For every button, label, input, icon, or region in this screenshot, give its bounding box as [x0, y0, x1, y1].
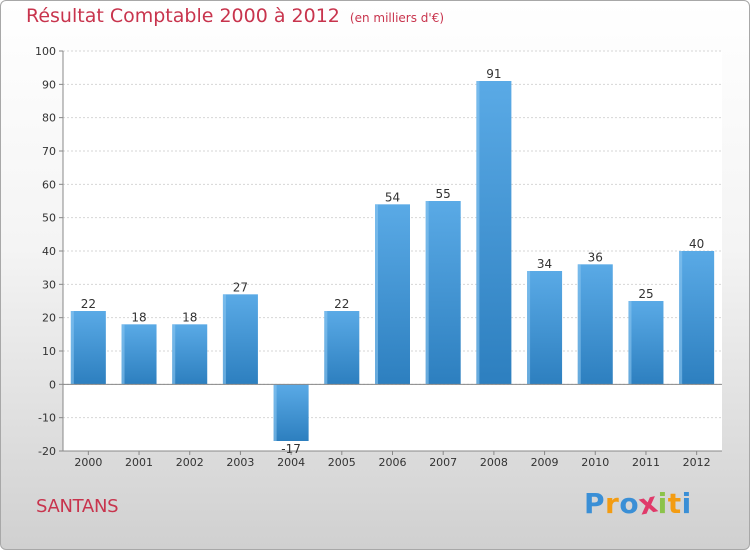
x-tick-label: 2007: [429, 456, 457, 469]
bar: [425, 201, 461, 385]
x-tick-label: 2011: [632, 456, 660, 469]
y-tick-label: 30: [42, 278, 56, 291]
bar-highlight: [324, 311, 328, 385]
y-tick-label: 60: [42, 178, 56, 191]
bar: [577, 264, 613, 385]
logo-letter: o: [619, 487, 640, 520]
data-label: 40: [689, 237, 704, 251]
y-tick-label: 0: [49, 378, 56, 391]
logo-letter: t: [667, 487, 682, 520]
data-label: 55: [436, 187, 451, 201]
chart-title: Résultat Comptable 2000 à 2012: [26, 5, 340, 27]
bar-highlight: [679, 251, 683, 385]
x-tick-label: 2005: [328, 456, 356, 469]
bar-highlight: [222, 294, 226, 385]
bar-highlight: [70, 311, 74, 385]
bar: [679, 251, 715, 385]
bar-highlight: [375, 204, 378, 385]
data-label: 25: [638, 287, 653, 301]
logo-letter: i: [681, 487, 692, 520]
data-label: 22: [81, 297, 96, 311]
bar: [628, 301, 664, 385]
bar-highlight: [628, 301, 632, 385]
y-tick-label: 90: [42, 78, 56, 91]
y-tick-label: 10: [42, 345, 56, 358]
y-tick-label: -10: [38, 412, 56, 425]
bar-highlight: [476, 81, 480, 385]
bar: [527, 271, 563, 385]
bar: [375, 204, 410, 385]
data-label: 36: [588, 250, 603, 264]
bar: [324, 311, 360, 385]
data-label: 22: [334, 297, 349, 311]
y-tick-label: 20: [42, 312, 56, 325]
logo-letter: i: [657, 487, 668, 520]
y-tick-label: 50: [42, 212, 56, 225]
bar: [70, 311, 106, 385]
bar-highlight: [121, 324, 125, 385]
x-tick-label: 2008: [480, 456, 508, 469]
data-label: 34: [537, 257, 552, 271]
data-label: 18: [131, 310, 146, 324]
data-label: 91: [486, 67, 501, 81]
data-label: 18: [182, 310, 197, 324]
y-tick-label: 70: [42, 145, 56, 158]
chart-subtitle: (en milliers d'€): [349, 11, 445, 25]
y-tick-label: 40: [42, 245, 56, 258]
bar: [172, 324, 208, 385]
data-label: 27: [233, 280, 248, 294]
bar-highlight: [425, 201, 429, 385]
bar: [222, 294, 258, 385]
x-tick-label: 2000: [74, 456, 102, 469]
y-tick-label: 80: [42, 112, 56, 125]
bar-highlight: [527, 271, 531, 385]
x-tick-label: 2003: [226, 456, 254, 469]
bar-highlight: [273, 384, 277, 441]
x-tick-label: 2006: [379, 456, 407, 469]
y-tick-label: 100: [35, 45, 56, 58]
title-row: Résultat Comptable 2000 à 2012 (en millie…: [26, 5, 444, 27]
x-tick-label: 2001: [125, 456, 153, 469]
bar: [121, 324, 157, 385]
logo-letter: r: [605, 487, 620, 520]
town-name: SANTANS: [36, 496, 119, 517]
y-tick-label: -20: [38, 445, 56, 458]
bar-highlight: [172, 324, 176, 385]
x-tick-label: 2002: [176, 456, 204, 469]
x-tick-label: 2012: [683, 456, 711, 469]
x-tick-label: 2004: [277, 456, 305, 469]
x-tick-label: 2010: [581, 456, 609, 469]
bar-highlight: [577, 264, 581, 385]
logo-letter: P: [584, 487, 606, 520]
data-label: 54: [385, 190, 400, 204]
bar: [476, 81, 512, 385]
x-tick-label: 2009: [531, 456, 559, 469]
proxiti-logo[interactable]: Proxiti: [584, 485, 692, 521]
bar: [273, 384, 309, 441]
data-label: -17: [281, 442, 301, 456]
